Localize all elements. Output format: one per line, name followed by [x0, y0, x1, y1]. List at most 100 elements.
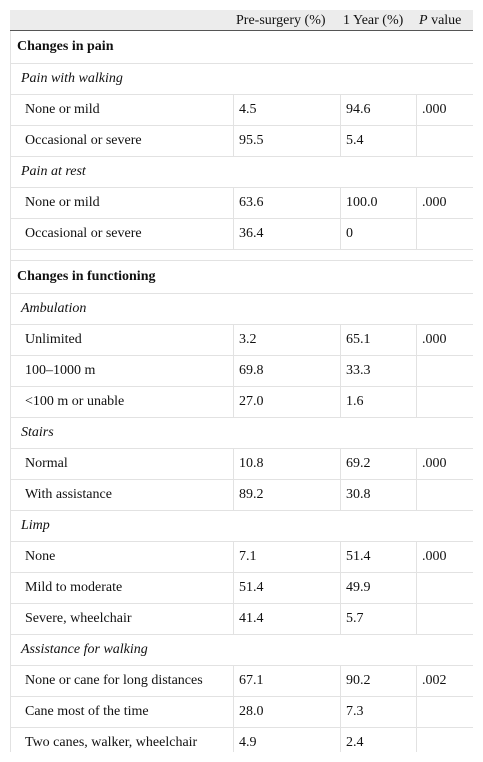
group-row: Ambulation [10, 293, 473, 325]
group-title: Pain with walking [10, 63, 473, 95]
row-label: Cane most of the time [10, 696, 234, 728]
value-cell: 36.4 [233, 218, 341, 250]
data-row: None or mild 4.5 94.6.000 [10, 94, 473, 126]
value-cell: 94.6 [340, 94, 417, 126]
header-italic: P [419, 12, 428, 28]
value-cell: 51.4 [233, 572, 341, 604]
section-title: Changes in functioning [10, 260, 473, 294]
header-cell: P value [416, 10, 473, 31]
value-cell: 41.4 [233, 603, 341, 635]
header-cell: 1 Year (%) [340, 10, 417, 31]
group-title: Stairs [10, 417, 473, 449]
spacer-row [10, 249, 473, 261]
value-cell: 69.8 [233, 355, 341, 387]
value-cell: 10.8 [233, 448, 341, 480]
value-cell: 65.1 [340, 324, 417, 356]
value-cell: 51.4 [340, 541, 417, 573]
value-cell: 30.8 [340, 479, 417, 511]
data-row: None or cane for long distances 67.1 90.2.… [10, 665, 473, 697]
group-row: Stairs [10, 417, 473, 449]
data-row: Cane most of the time 28.0 7.3 [10, 696, 473, 728]
section-row: Changes in functioning [10, 260, 473, 294]
value-cell [416, 479, 473, 511]
group-title: Pain at rest [10, 156, 473, 188]
row-label: None or mild [10, 187, 234, 219]
spacer-cell [10, 249, 473, 261]
section-title: Changes in pain [10, 30, 473, 64]
value-cell: 67.1 [233, 665, 341, 697]
row-label: Severe, wheelchair [10, 603, 234, 635]
group-title: Limp [10, 510, 473, 542]
data-row: Unlimited 3.2 65.1.000 [10, 324, 473, 356]
row-label: <100 m or unable [10, 386, 234, 418]
value-cell: 27.0 [233, 386, 341, 418]
value-cell: 33.3 [340, 355, 417, 387]
header-cell: Pre-surgery (%) [233, 10, 341, 31]
value-cell [416, 727, 473, 752]
row-label: None [10, 541, 234, 573]
value-cell: .000 [416, 94, 473, 126]
data-row: Occasional or severe 36.4 0 [10, 218, 473, 250]
row-label: None or mild [10, 94, 234, 126]
value-cell: 89.2 [233, 479, 341, 511]
value-cell: 1.6 [340, 386, 417, 418]
value-cell [416, 696, 473, 728]
row-label: Occasional or severe [10, 125, 234, 157]
value-cell: 4.9 [233, 727, 341, 752]
value-cell: 5.7 [340, 603, 417, 635]
group-row: Assistance for walking [10, 634, 473, 666]
data-row: Two canes, walker, wheelchair 4.9 2.4 [10, 727, 473, 752]
value-cell: 63.6 [233, 187, 341, 219]
value-cell: .000 [416, 541, 473, 573]
value-cell: 0 [340, 218, 417, 250]
value-cell: .002 [416, 665, 473, 697]
group-title: Ambulation [10, 293, 473, 325]
data-row: Mild to moderate 51.4 49.9 [10, 572, 473, 604]
data-row: Severe, wheelchair 41.4 5.7 [10, 603, 473, 635]
data-row: With assistance 89.2 30.8 [10, 479, 473, 511]
data-row: None 7.1 51.4.000 [10, 541, 473, 573]
value-cell: 100.0 [340, 187, 417, 219]
value-cell: 69.2 [340, 448, 417, 480]
row-label: Mild to moderate [10, 572, 234, 604]
group-row: Pain at rest [10, 156, 473, 188]
row-label: With assistance [10, 479, 234, 511]
value-cell: 3.2 [233, 324, 341, 356]
value-cell: .000 [416, 324, 473, 356]
row-label: Two canes, walker, wheelchair [10, 727, 234, 752]
row-label: Occasional or severe [10, 218, 234, 250]
value-cell: 2.4 [340, 727, 417, 752]
data-row: None or mild 63.6 100.0.000 [10, 187, 473, 219]
data-row: Occasional or severe 95.5 5.4 [10, 125, 473, 157]
value-cell: .000 [416, 187, 473, 219]
value-cell: 49.9 [340, 572, 417, 604]
table-body: Pre-surgery (%) 1 Year (%) P value Chang… [10, 10, 473, 752]
value-cell [416, 386, 473, 418]
value-cell: 5.4 [340, 125, 417, 157]
value-cell: 95.5 [233, 125, 341, 157]
group-title: Assistance for walking [10, 634, 473, 666]
row-label: 100–1000 m [10, 355, 234, 387]
value-cell [416, 572, 473, 604]
value-cell [416, 355, 473, 387]
value-cell: 7.3 [340, 696, 417, 728]
header-text: value [431, 12, 462, 28]
value-cell [416, 218, 473, 250]
data-row: Normal 10.8 69.2.000 [10, 448, 473, 480]
value-cell [416, 603, 473, 635]
data-row: 100–1000 m 69.8 33.3 [10, 355, 473, 387]
results-table: Pre-surgery (%) 1 Year (%) P value Chang… [10, 10, 473, 752]
value-cell [416, 125, 473, 157]
data-row: <100 m or unable 27.0 1.6 [10, 386, 473, 418]
table-frame: Pre-surgery (%) 1 Year (%) P value Chang… [10, 10, 473, 752]
value-cell: 90.2 [340, 665, 417, 697]
row-label: Normal [10, 448, 234, 480]
value-cell: 7.1 [233, 541, 341, 573]
value-cell: 28.0 [233, 696, 341, 728]
group-row: Limp [10, 510, 473, 542]
row-label: Unlimited [10, 324, 234, 356]
value-cell: .000 [416, 448, 473, 480]
header-row: Pre-surgery (%) 1 Year (%) P value [10, 10, 473, 31]
value-cell: 4.5 [233, 94, 341, 126]
